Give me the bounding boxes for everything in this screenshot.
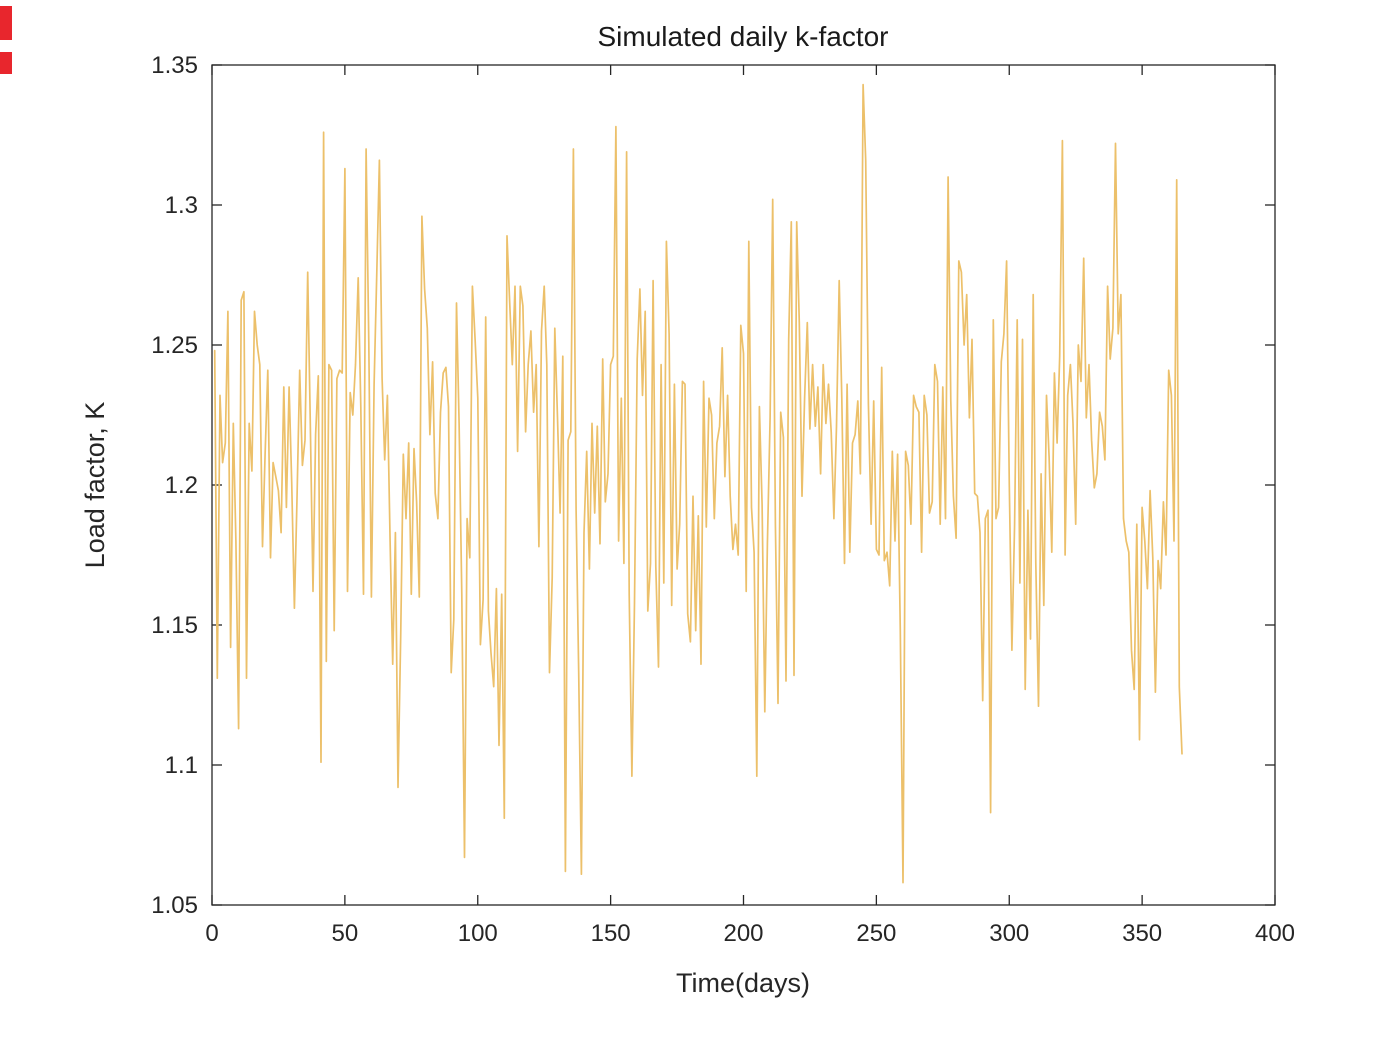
x-tick-label: 350 bbox=[1122, 920, 1162, 947]
x-tick-label: 400 bbox=[1255, 920, 1295, 947]
x-tick-label: 300 bbox=[989, 920, 1029, 947]
y-tick-label: 1.3 bbox=[165, 192, 198, 219]
x-tick-label: 50 bbox=[332, 920, 359, 947]
y-tick-label: 1.15 bbox=[151, 612, 198, 639]
x-tick-label: 150 bbox=[591, 920, 631, 947]
kfactor-series-line bbox=[213, 83, 1183, 884]
y-tick-label: 1.05 bbox=[151, 892, 198, 919]
x-axis-label: Time(days) bbox=[676, 968, 810, 998]
y-tick-label: 1.25 bbox=[151, 332, 198, 359]
y-tick-label: 1.35 bbox=[151, 52, 198, 79]
left-edge-red-artifact bbox=[0, 6, 12, 40]
x-tick-label: 200 bbox=[723, 920, 763, 947]
left-edge-red-artifact bbox=[0, 52, 12, 74]
y-tick-label: 1.2 bbox=[165, 472, 198, 499]
axis-ticks bbox=[211, 64, 1276, 906]
axis-tick-labels: 0 50 100 150 200 250 300 350 400 1.05 1.1 1.15 1.2 1.… bbox=[151, 52, 1295, 947]
y-tick-label: 1.1 bbox=[165, 752, 198, 779]
x-tick-label: 0 bbox=[205, 920, 218, 947]
y-axis-label: Load factor, K bbox=[80, 402, 110, 569]
chart-title: Simulated daily k-factor bbox=[597, 21, 888, 52]
x-tick-label: 250 bbox=[856, 920, 896, 947]
x-tick-label: 100 bbox=[458, 920, 498, 947]
